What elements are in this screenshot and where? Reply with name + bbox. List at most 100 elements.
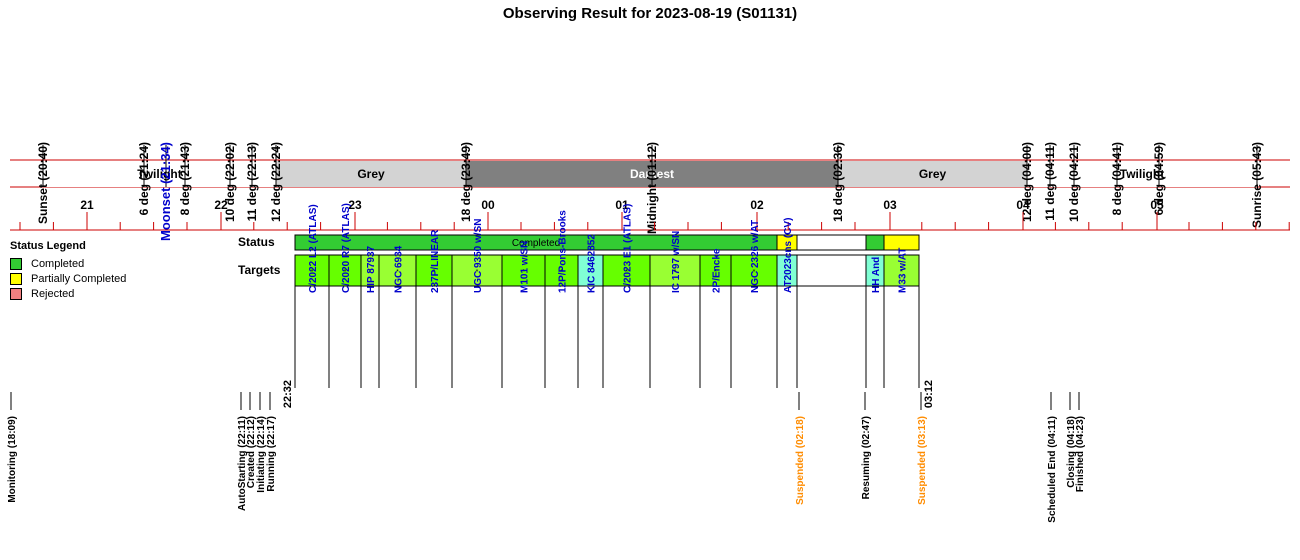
- target-mark: *: [396, 269, 399, 276]
- event-autostarting-22-11: AutoStarting (22:11): [237, 416, 248, 511]
- target-name-at2023cns-cv: AT2023cns (CV): [783, 218, 794, 293]
- time-marker-label: 11 deg (04:11): [1043, 142, 1057, 221]
- time-marker-label: 6 deg (21:24): [137, 142, 151, 215]
- target-mark: *: [900, 269, 903, 276]
- target-block-kic-8462852: [577, 254, 604, 287]
- target-name-2p-encke: 2P/Encke: [712, 248, 723, 293]
- target-mark: *: [625, 269, 628, 276]
- event-closing-04-18: Closing (04:18): [1066, 416, 1077, 488]
- target-mark: *: [369, 269, 372, 276]
- status-row-label: Status: [238, 235, 275, 249]
- time-marker-label: Sunset (20:40): [36, 142, 50, 224]
- hour-label: 23: [348, 198, 362, 212]
- target-name-hip-87937: HIP 87937: [366, 245, 377, 293]
- hour-label: 02: [750, 198, 764, 212]
- hour-label: 03: [883, 198, 897, 212]
- target-name-ic-1797-w-sn: IC 1797 w/SN: [671, 231, 682, 293]
- status-segment-label: Completed: [512, 238, 560, 249]
- target-block-m33-w-at: [883, 254, 920, 287]
- target-name-m33-w-at: M33 w/AT: [898, 248, 909, 293]
- legend-label: Completed: [31, 257, 85, 270]
- target-name-c-2022-l2-atlas: C/2022 L2 (ATLAS): [308, 204, 319, 293]
- targets-row-label: Targets: [238, 263, 281, 277]
- status-segment: [865, 234, 885, 251]
- target-mark: *: [476, 269, 479, 276]
- target-block-m101-w-sn: [501, 254, 546, 287]
- sky-band-twilight: [43, 161, 276, 187]
- time-marker-label: 10 deg (22:02): [223, 142, 237, 222]
- target-mark: *: [522, 269, 525, 276]
- target-mark: *: [753, 269, 756, 276]
- target-name-237p-linear: 237P/LINEAR: [430, 229, 441, 293]
- target-mark: *: [344, 269, 347, 276]
- sky-band-grey: [838, 161, 1027, 187]
- target-block-blank: [796, 254, 867, 287]
- time-marker-label: Sunrise (05:43): [1250, 142, 1264, 228]
- hour-label: 22: [214, 198, 228, 212]
- event-created-22-12: Created (22:12): [246, 416, 257, 488]
- target-name-ngc-6934: NGC 6934: [394, 245, 405, 293]
- hour-label: 21: [80, 198, 94, 212]
- target-block-ngc-2326-w-at: [730, 254, 778, 287]
- page-title: Observing Result for 2023-08-19 (S01131): [502, 5, 798, 22]
- target-name-12p-pons-brooks: 12P/Pons-Brooks: [558, 210, 569, 293]
- event-suspended-02-18: Suspended (02:18): [795, 416, 806, 505]
- targets-start-time: 22:32: [282, 380, 294, 408]
- hour-label: 00: [481, 198, 495, 212]
- time-marker-label: Moonset (21:34): [158, 142, 173, 241]
- legend-swatch-completed: [10, 257, 22, 270]
- target-mark: *: [674, 269, 677, 276]
- status-segment: [883, 234, 920, 251]
- sky-band-label: Grey: [919, 167, 947, 181]
- targets-end-time: 03:12: [923, 380, 935, 408]
- target-name-hh-and: HH And: [871, 257, 882, 293]
- event-finished-04-23: Finished (04:23): [1075, 416, 1086, 492]
- sky-band-grey: [276, 161, 466, 187]
- status-legend-title: Status Legend: [10, 240, 86, 252]
- status-legend: Status Legend Completed Partially Comple…: [10, 240, 126, 301]
- sky-band-label: Twilight: [1120, 167, 1164, 181]
- time-marker-label: 18 deg (02:36): [831, 142, 845, 222]
- sky-band-label: Twilight: [137, 167, 181, 181]
- target-block-c-2023-e1-atlas: [602, 254, 651, 287]
- target-block-c-2022-l2-atlas: [294, 254, 330, 287]
- event-running-22-17: Running (22:17): [266, 416, 277, 492]
- event-initiating-22-14: Initiating (22:14): [256, 416, 267, 493]
- time-marker-label: 18 deg (23:49): [459, 142, 473, 222]
- legend-label: Partially Completed: [31, 272, 127, 285]
- time-marker-label: Midnight (01:12): [645, 142, 659, 234]
- target-mark: *: [714, 269, 717, 276]
- event-suspended-03-13: Suspended (03:13): [917, 416, 928, 505]
- sky-band-twilight: [1027, 161, 1257, 187]
- target-name-ugc-9350-w-sn: UGC 9350 w/SN: [473, 219, 484, 293]
- hour-label: 05: [1150, 198, 1164, 212]
- time-marker-label: 8 deg (04:41): [1110, 142, 1124, 215]
- legend-item-completed: Completed: [10, 256, 126, 271]
- event-resuming-02-47: Resuming (02:47): [861, 416, 872, 499]
- time-marker-label: 12 deg (04:00): [1020, 142, 1034, 222]
- hour-label: 04: [1016, 198, 1030, 212]
- time-marker-label: 6 deg (04:59): [1152, 142, 1166, 215]
- target-mark: *: [311, 269, 314, 276]
- target-mark: *: [433, 269, 436, 276]
- target-block-ngc-6934: [378, 254, 417, 287]
- target-block-2p-encke: [699, 254, 732, 287]
- time-marker-label: 10 deg (04:21): [1067, 142, 1081, 222]
- legend-label: Rejected: [31, 287, 75, 300]
- target-block-c-2020-r7-atlas: [328, 254, 362, 287]
- target-mark: *: [560, 269, 563, 276]
- legend-item-partially-completed: Partially Completed: [10, 271, 126, 286]
- legend-swatch-rejected: [10, 287, 22, 300]
- target-name-c-2020-r7-atlas: C/2020 R7 (ATLAS): [341, 203, 352, 293]
- sky-band-label: Grey: [357, 167, 385, 181]
- target-name-c-2023-e1-atlas: C/2023 E1 (ATLAS): [623, 204, 634, 293]
- event-monitoring-18-09: Monitoring (18:09): [7, 416, 18, 503]
- hour-label: 01: [615, 198, 629, 212]
- status-segment: [796, 234, 867, 251]
- event-scheduled-end-04-11: Scheduled End (04:11): [1047, 416, 1058, 523]
- legend-swatch-partial: [10, 272, 22, 285]
- target-block-ic-1797-w-sn: [649, 254, 701, 287]
- legend-item-rejected: Rejected: [10, 286, 126, 301]
- target-name-kic-8462852: KIC 8462852: [587, 234, 598, 293]
